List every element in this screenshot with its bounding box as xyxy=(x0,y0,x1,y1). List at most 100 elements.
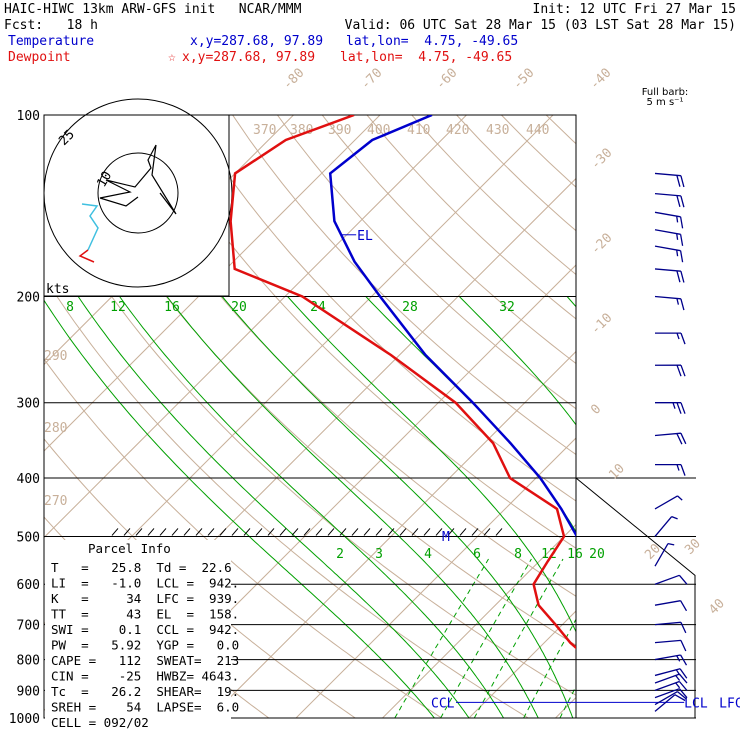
hatch-mark xyxy=(447,528,455,536)
hatch-mark xyxy=(459,528,467,536)
pressure-tick-label: 400 xyxy=(17,472,40,487)
hodograph-trace-upper xyxy=(99,144,177,215)
dry-adiabat-line xyxy=(591,115,740,718)
pressure-tick-label: 500 xyxy=(17,530,40,545)
dewpoint-star-icon: ☆ xyxy=(168,50,176,65)
wind-barb xyxy=(654,574,688,585)
parcel-info-row: T = 25.8 Td = 22.6 xyxy=(51,560,232,575)
moist-adiabat-label: 28 xyxy=(402,300,418,315)
dewpoint-legend-label: Dewpoint xyxy=(8,50,71,65)
plot-frame xyxy=(43,114,577,719)
dry-adiabat-line xyxy=(276,115,576,410)
m-label: M xyxy=(442,530,450,545)
dry-adiabat-line xyxy=(44,188,576,696)
wind-barb xyxy=(654,621,687,634)
moist-adiabat-label: 32 xyxy=(499,300,515,315)
parcel-info-row: LI = -1.0 LCL = 942. xyxy=(51,576,239,591)
hatch-mark xyxy=(399,528,407,536)
moist-adiabat-label: 12 xyxy=(110,300,126,315)
mixing-ratio-line xyxy=(559,685,576,718)
pressure-tick-label: 600 xyxy=(17,578,40,593)
wind-barb xyxy=(654,229,684,246)
dewpoint-legend-latlon: lat,lon= 4.75, -49.65 xyxy=(340,50,513,65)
hatch-mark xyxy=(435,528,443,536)
isotherm-label: 40 xyxy=(706,596,728,618)
isotherm-label: -60 xyxy=(433,66,460,93)
theta-label: 420 xyxy=(446,123,469,138)
dry-adiabat-line xyxy=(725,115,740,718)
hatch-mark xyxy=(147,528,155,536)
parcel-info-row: CELL = 092/02 xyxy=(51,715,149,730)
parcel-info-title: Parcel Info xyxy=(88,541,171,556)
isotherm-label: -30 xyxy=(588,146,615,173)
temperature-legend-label: Temperature xyxy=(8,34,95,49)
hatch-mark xyxy=(267,528,275,536)
hatch-mark xyxy=(411,528,419,536)
theta-label: 280 xyxy=(44,421,67,436)
wind-barb xyxy=(654,268,685,283)
pressure-tick-label: 1000 xyxy=(9,712,40,727)
valid-time: Valid: 06 UTC Sat 28 Mar 15 (03 LST Sat … xyxy=(344,18,736,33)
isotherm-label: -10 xyxy=(588,311,615,338)
hatch-mark xyxy=(291,528,299,536)
hatch-mark xyxy=(171,528,179,536)
wind-barb xyxy=(654,432,687,445)
pressure-tick-label: 700 xyxy=(17,619,40,634)
wind-barb xyxy=(654,463,686,476)
lcl-label: LCL xyxy=(684,696,708,711)
theta-label: 290 xyxy=(44,349,67,364)
isotherm-line xyxy=(555,696,576,718)
wind-barb xyxy=(654,402,686,414)
theta-label: 430 xyxy=(486,123,509,138)
isotherm-line xyxy=(295,437,576,718)
isotherm-label: 30 xyxy=(682,536,704,558)
theta-label: 380 xyxy=(290,123,313,138)
mixing-ratio-label: 12 xyxy=(541,547,557,562)
hatch-mark xyxy=(351,528,359,536)
wind-barb xyxy=(654,495,683,510)
parcel-info-row: CIN = -25 HWBZ= 4643. xyxy=(51,669,239,684)
parcel-info-row: PW = 5.92 YGP = 0.0 xyxy=(51,638,239,653)
wind-barb xyxy=(654,211,684,229)
mixing-ratio-line xyxy=(683,559,740,718)
temperature-legend-latlon: lat,lon= 4.75, -49.65 xyxy=(346,34,519,49)
wind-barb xyxy=(654,694,686,712)
wind-barb xyxy=(654,542,675,567)
parcel-info-box xyxy=(45,540,231,730)
wind-barb xyxy=(654,680,688,692)
dry-adiabat-line xyxy=(321,115,576,365)
hatch-mark xyxy=(375,528,383,536)
hatch-mark xyxy=(243,528,251,536)
dry-adiabat-line xyxy=(44,275,529,718)
isotherm-label: -70 xyxy=(358,66,385,93)
theta-label: 440 xyxy=(526,123,549,138)
isotherm-line xyxy=(468,610,576,718)
dry-adiabat-line xyxy=(681,115,740,718)
hatch-mark xyxy=(303,528,311,536)
moist-adiabat-label: 20 xyxy=(231,300,247,315)
model-title: HAIC-HIWC 13km ARW-GFS init NCAR/MMM xyxy=(4,2,302,17)
parcel-info-row: SWI = 0.1 CCL = 942. xyxy=(51,622,239,637)
theta-label: 370 xyxy=(253,123,276,138)
parcel-info-row: Tc = 26.2 SHEAR= 19. xyxy=(51,684,239,699)
wind-barb xyxy=(654,192,685,208)
hatch-mark xyxy=(483,528,491,536)
parcel-info-row: K = 34 LFC = 939. xyxy=(51,591,239,606)
temperature-legend-xy: x,y=287.68, 97.89 xyxy=(190,34,324,49)
hatch-mark xyxy=(207,528,215,536)
isotherm-label: -40 xyxy=(587,66,614,93)
hatch-mark xyxy=(471,528,479,536)
wind-barb xyxy=(654,332,686,345)
temperature-profile-line xyxy=(328,115,576,538)
moist-adiabat-label: 8 xyxy=(66,300,74,315)
hatch-mark xyxy=(339,528,347,536)
isotherm-line xyxy=(44,115,467,539)
dry-adiabat-line xyxy=(187,115,576,502)
dry-adiabat-line xyxy=(232,115,576,456)
el-label: EL xyxy=(357,229,373,244)
isotherm-line xyxy=(44,115,381,452)
hatch-mark xyxy=(123,528,131,536)
theta-label: 400 xyxy=(367,123,390,138)
lfc-label: LFC xyxy=(719,696,740,711)
